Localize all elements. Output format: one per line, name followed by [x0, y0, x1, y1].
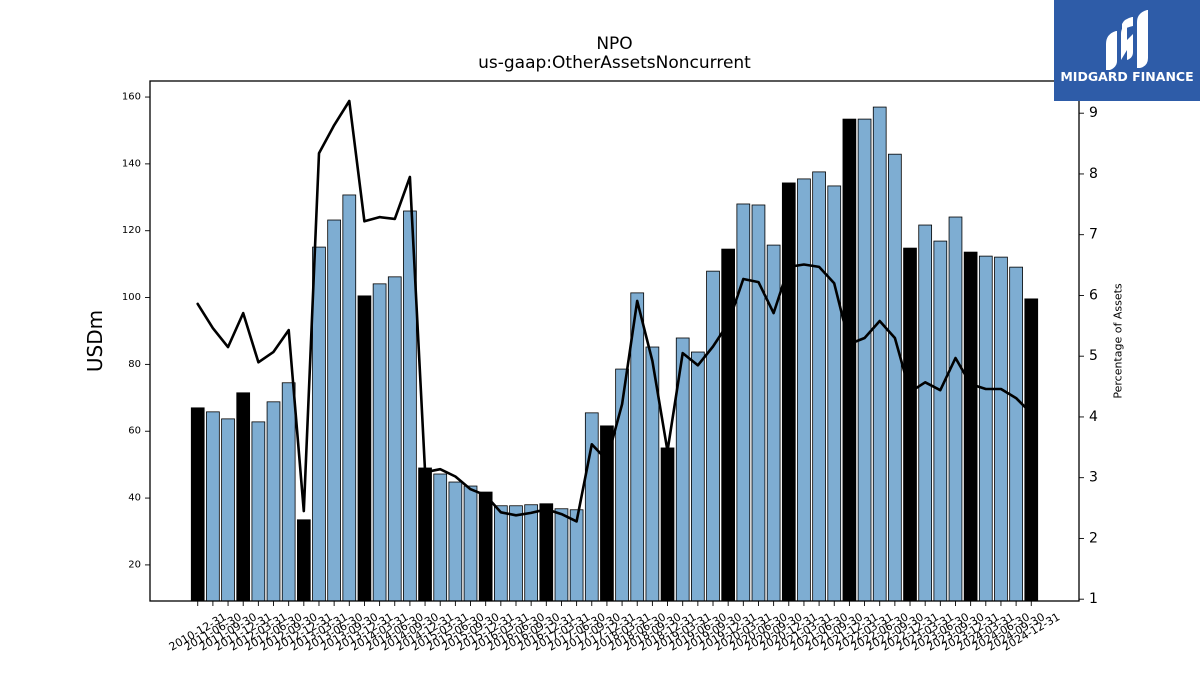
bar	[1009, 266, 1023, 601]
bar	[963, 251, 978, 601]
y2-tick-label: 1	[1089, 591, 1098, 607]
bar	[524, 504, 538, 601]
bar	[342, 194, 357, 601]
y-axis-right: 1 2 3 4 5 6 7 8 9	[1079, 105, 1098, 607]
chart-title: NPO	[596, 34, 632, 54]
bar	[403, 210, 417, 601]
bar	[372, 283, 387, 601]
bar	[903, 247, 917, 601]
y-axis-label: USDm	[83, 310, 107, 372]
y2-tick-label: 9	[1089, 105, 1098, 121]
line-layer	[196, 99, 1033, 523]
y-tick-label: 60	[128, 426, 141, 437]
bar	[357, 295, 372, 601]
y-tick-label: 20	[128, 559, 141, 570]
bar	[766, 244, 781, 601]
y-tick-label: 100	[122, 292, 141, 303]
bar	[463, 485, 478, 601]
bar	[781, 182, 796, 601]
y2-tick-label: 4	[1089, 409, 1098, 425]
y-tick-label: 120	[122, 225, 141, 236]
chart-subtitle: us-gaap:OtherAssetsNoncurrent	[478, 53, 751, 73]
y-axis-left: 20 40 60 80 100 120 140 160	[122, 92, 150, 570]
bar	[221, 418, 235, 601]
y2-tick-label: 5	[1089, 348, 1098, 364]
bar	[584, 412, 599, 601]
bar	[569, 509, 584, 601]
y2-tick-label: 6	[1089, 287, 1098, 303]
logo-text: MIDGARD FINANCE	[1060, 69, 1193, 84]
y2-tick-label: 7	[1089, 227, 1098, 243]
y2-axis-label: Percentage of Assets	[1112, 283, 1125, 399]
y2-tick-label: 3	[1089, 470, 1098, 486]
bar	[600, 425, 614, 601]
y-tick-label: 80	[128, 359, 141, 370]
bar	[266, 401, 281, 601]
bar	[675, 337, 690, 601]
bar	[660, 447, 675, 601]
bar	[888, 153, 902, 601]
bar	[645, 346, 660, 601]
bar	[1024, 298, 1039, 601]
bar	[190, 407, 205, 601]
bar-series	[190, 106, 1039, 601]
bar	[327, 219, 341, 601]
bar	[433, 473, 448, 601]
bar	[206, 411, 220, 601]
bar	[978, 255, 993, 601]
bar	[691, 351, 705, 601]
bar	[418, 467, 432, 601]
bar	[812, 171, 826, 601]
x-axis: 2010-12-312011-06-302011-09-302011-12-31…	[167, 601, 1062, 654]
bar	[236, 392, 251, 601]
bar	[857, 118, 872, 601]
bar	[872, 106, 887, 601]
bar	[918, 224, 933, 601]
plot-frame	[149, 80, 1080, 602]
bar	[509, 505, 523, 601]
bar	[994, 256, 1008, 601]
y2-tick-label: 8	[1089, 166, 1098, 182]
y-tick-label: 140	[122, 158, 141, 169]
bar	[827, 185, 842, 601]
bar	[721, 248, 735, 601]
bar	[751, 204, 766, 601]
bar	[736, 203, 751, 601]
bar	[478, 491, 493, 601]
bar	[448, 481, 463, 601]
bar	[251, 421, 266, 601]
bar	[933, 240, 948, 601]
bar	[797, 178, 811, 601]
bar	[630, 292, 645, 601]
bar	[387, 276, 402, 601]
bar	[842, 118, 857, 601]
midgard-logo-icon	[1106, 10, 1148, 70]
bar	[281, 382, 296, 601]
bar	[615, 368, 629, 601]
y-tick-label: 40	[128, 493, 141, 504]
bar	[539, 503, 554, 601]
bar	[312, 246, 326, 601]
bar	[493, 505, 508, 601]
y-tick-label: 160	[122, 92, 141, 103]
midgard-logo: MIDGARD FINANCE	[1054, 0, 1200, 101]
bar	[948, 216, 963, 601]
bar	[554, 508, 569, 601]
series-line	[196, 99, 1033, 523]
y2-tick-label: 2	[1089, 530, 1098, 546]
bar	[706, 270, 720, 601]
bar	[296, 519, 311, 601]
